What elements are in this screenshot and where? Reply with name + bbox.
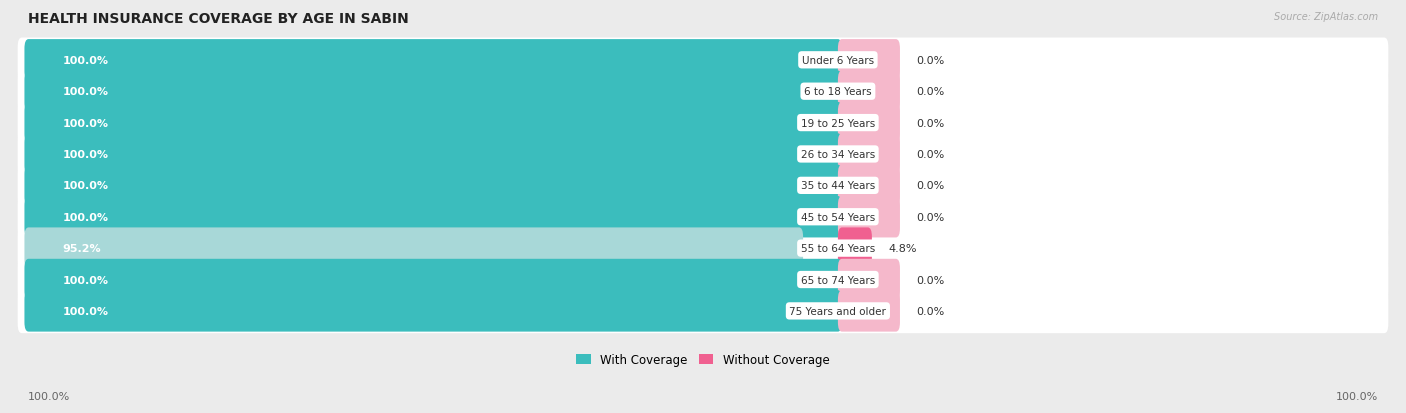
Text: 0.0%: 0.0% (917, 275, 945, 285)
Text: 55 to 64 Years: 55 to 64 Years (801, 244, 875, 254)
FancyBboxPatch shape (18, 258, 1388, 302)
FancyBboxPatch shape (18, 164, 1388, 208)
Text: 100.0%: 100.0% (62, 212, 108, 222)
Text: Source: ZipAtlas.com: Source: ZipAtlas.com (1274, 12, 1378, 22)
Text: 26 to 34 Years: 26 to 34 Years (801, 150, 875, 159)
FancyBboxPatch shape (838, 102, 900, 144)
Text: 100.0%: 100.0% (62, 181, 108, 191)
Text: 100.0%: 100.0% (1336, 391, 1378, 401)
FancyBboxPatch shape (24, 290, 842, 332)
FancyBboxPatch shape (838, 197, 900, 238)
FancyBboxPatch shape (838, 40, 900, 81)
Text: 100.0%: 100.0% (62, 118, 108, 128)
FancyBboxPatch shape (838, 228, 872, 269)
Text: 100.0%: 100.0% (62, 306, 108, 316)
Text: 100.0%: 100.0% (28, 391, 70, 401)
Text: 0.0%: 0.0% (917, 118, 945, 128)
Text: 6 to 18 Years: 6 to 18 Years (804, 87, 872, 97)
FancyBboxPatch shape (24, 259, 842, 301)
Text: 0.0%: 0.0% (917, 212, 945, 222)
FancyBboxPatch shape (838, 71, 900, 113)
FancyBboxPatch shape (18, 132, 1388, 177)
Text: 0.0%: 0.0% (917, 306, 945, 316)
Text: 100.0%: 100.0% (62, 56, 108, 66)
Text: 45 to 54 Years: 45 to 54 Years (801, 212, 875, 222)
FancyBboxPatch shape (18, 195, 1388, 240)
FancyBboxPatch shape (838, 290, 900, 332)
FancyBboxPatch shape (18, 38, 1388, 83)
FancyBboxPatch shape (24, 40, 842, 81)
Text: 75 Years and older: 75 Years and older (789, 306, 886, 316)
Text: 0.0%: 0.0% (917, 56, 945, 66)
FancyBboxPatch shape (18, 70, 1388, 114)
Text: 100.0%: 100.0% (62, 150, 108, 159)
Text: 0.0%: 0.0% (917, 87, 945, 97)
FancyBboxPatch shape (838, 134, 900, 175)
FancyBboxPatch shape (24, 197, 842, 238)
Text: 19 to 25 Years: 19 to 25 Years (801, 118, 875, 128)
Text: HEALTH INSURANCE COVERAGE BY AGE IN SABIN: HEALTH INSURANCE COVERAGE BY AGE IN SABI… (28, 12, 409, 26)
Text: 4.8%: 4.8% (889, 244, 917, 254)
Text: 100.0%: 100.0% (62, 87, 108, 97)
Text: 35 to 44 Years: 35 to 44 Years (801, 181, 875, 191)
FancyBboxPatch shape (24, 71, 842, 113)
Text: Under 6 Years: Under 6 Years (801, 56, 875, 66)
Legend: With Coverage, Without Coverage: With Coverage, Without Coverage (572, 348, 834, 370)
Text: 65 to 74 Years: 65 to 74 Years (801, 275, 875, 285)
FancyBboxPatch shape (24, 165, 842, 206)
Text: 100.0%: 100.0% (62, 275, 108, 285)
FancyBboxPatch shape (18, 226, 1388, 271)
Text: 0.0%: 0.0% (917, 181, 945, 191)
FancyBboxPatch shape (18, 289, 1388, 333)
Text: 0.0%: 0.0% (917, 150, 945, 159)
FancyBboxPatch shape (838, 259, 900, 301)
FancyBboxPatch shape (24, 228, 803, 269)
Text: 95.2%: 95.2% (62, 244, 101, 254)
FancyBboxPatch shape (838, 165, 900, 206)
FancyBboxPatch shape (24, 102, 842, 144)
FancyBboxPatch shape (24, 134, 842, 175)
FancyBboxPatch shape (18, 101, 1388, 145)
